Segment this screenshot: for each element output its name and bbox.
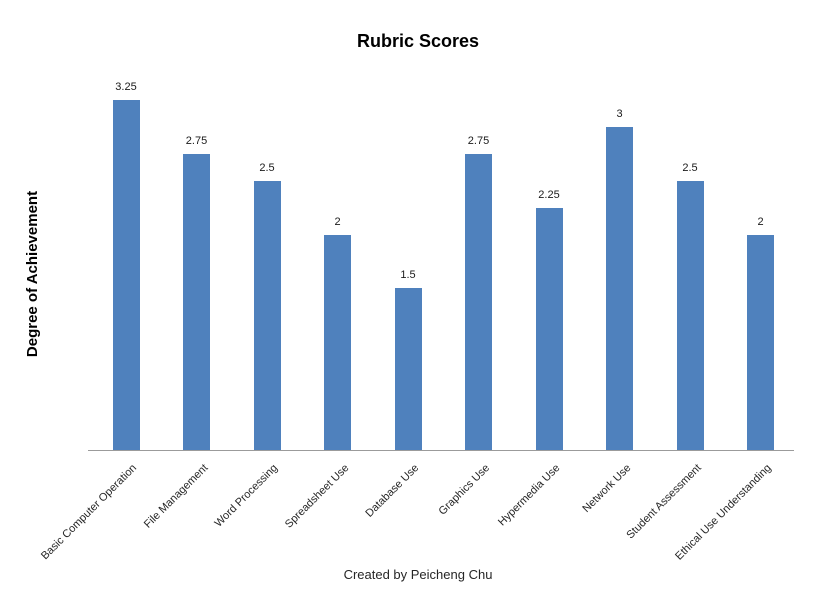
x-axis-label: File Management	[141, 462, 210, 531]
chart-title: Rubric Scores	[356, 31, 480, 51]
bar-value-label: 3.25	[115, 81, 137, 93]
bar	[535, 208, 563, 450]
bar	[253, 181, 281, 450]
x-axis-label: Database Use	[363, 462, 422, 520]
bar-value-label: 2.75	[185, 135, 208, 147]
bar	[183, 154, 210, 450]
bar-value-label: 2.75	[467, 135, 490, 147]
bar	[465, 154, 492, 450]
bar-value-label: 2.5	[682, 162, 698, 174]
x-axis-label: Spreadsheet Use	[282, 462, 351, 531]
bar	[394, 288, 422, 450]
bar	[112, 100, 140, 450]
x-axis-label: Student Assessment	[624, 462, 704, 542]
bar-value-label: 2.5	[259, 162, 275, 174]
chart-caption: Created by Peicheng Chu	[343, 567, 493, 582]
y-axis-label: Degree of Achievement	[24, 190, 41, 358]
bar	[324, 235, 351, 450]
bar-value-label: 1.5	[400, 269, 416, 281]
bar-value-label: 3	[616, 108, 623, 120]
x-axis-label: Graphics Use	[436, 462, 492, 518]
bar	[606, 127, 633, 450]
bar	[747, 235, 774, 450]
x-axis-line	[88, 450, 794, 451]
bar-value-label: 2.25	[538, 189, 560, 201]
x-axis-label: Word Processing	[212, 462, 281, 530]
bar-value-label: 2	[334, 216, 341, 228]
bar	[676, 181, 704, 450]
x-axis-label: Network Use	[579, 462, 633, 516]
x-axis-label: Hypermedia Use	[496, 462, 563, 529]
x-axis-label: Basic Computer Operation	[39, 462, 140, 563]
bar-value-label: 2	[757, 216, 764, 228]
